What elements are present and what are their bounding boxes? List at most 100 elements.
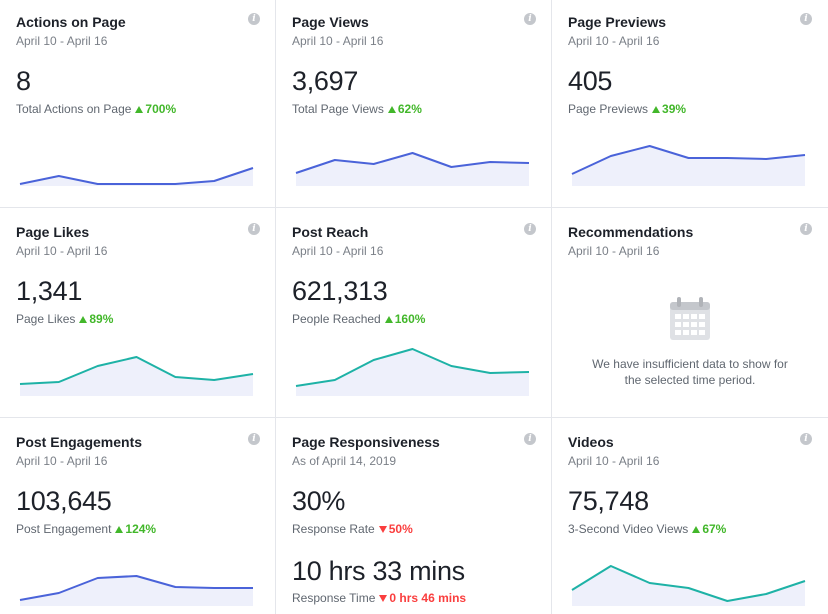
sparkline-area xyxy=(20,357,253,396)
info-icon[interactable]: i xyxy=(524,223,536,235)
divider xyxy=(275,0,276,614)
card-page-previews[interactable]: Page Previews April 10 - April 16 i 405 … xyxy=(552,0,828,207)
divider xyxy=(0,417,828,418)
card-post-reach[interactable]: Post Reach April 10 - April 16 i 621,313… xyxy=(276,210,552,417)
card-date-range: April 10 - April 16 xyxy=(16,244,108,258)
card-label: Response Rate xyxy=(292,522,375,536)
card-date-range: April 10 - April 16 xyxy=(292,34,384,48)
calendar-icon xyxy=(670,297,710,340)
card-value: 103,645 xyxy=(16,486,112,516)
card-metric: 3-Second Video Views 67% xyxy=(568,522,726,536)
delta-badge: 62% xyxy=(387,102,422,116)
sparkline-area xyxy=(572,566,805,606)
info-icon[interactable]: i xyxy=(800,433,812,445)
arrow-up-icon xyxy=(387,106,396,113)
card-label: Page Likes xyxy=(16,312,76,326)
card-videos[interactable]: Videos April 10 - April 16 i 75,748 3-Se… xyxy=(552,420,828,614)
card-metric: Page Previews 39% xyxy=(568,102,686,116)
card-metric: Total Actions on Page 700% xyxy=(16,102,176,116)
sparkline-line xyxy=(571,565,806,602)
info-icon[interactable]: i xyxy=(800,223,812,235)
delta-badge: 50% xyxy=(378,522,413,536)
card-actions-on-page[interactable]: Actions on Page April 10 - April 16 i 8 … xyxy=(0,0,276,207)
sparkline-area xyxy=(572,146,805,186)
card-value: 3,697 xyxy=(292,66,359,96)
card-metric: Page Likes 89% xyxy=(16,312,113,326)
delta-badge: 700% xyxy=(135,102,176,116)
card-page-views[interactable]: Page Views April 10 - April 16 i 3,697 T… xyxy=(276,0,552,207)
sparkline xyxy=(295,348,530,396)
card-value: 75,748 xyxy=(568,486,649,516)
card-title: Post Reach xyxy=(292,224,369,240)
card-metric: Total Page Views 62% xyxy=(292,102,422,116)
response-time-value: 10 hrs 33 mins xyxy=(292,556,465,586)
card-title: Page Responsiveness xyxy=(292,434,440,450)
card-title: Page Views xyxy=(292,14,369,30)
card-metric-2: Response Time 0 hrs 46 mins xyxy=(292,591,466,605)
info-icon[interactable]: i xyxy=(524,433,536,445)
card-date-range: April 10 - April 16 xyxy=(568,244,660,258)
sparkline-line xyxy=(19,167,254,185)
info-icon[interactable]: i xyxy=(248,433,260,445)
sparkline xyxy=(571,565,806,606)
info-icon[interactable]: i xyxy=(800,13,812,25)
sparkline xyxy=(19,167,254,186)
response-rate-value: 30% xyxy=(292,486,346,516)
delta-badge: 67% xyxy=(692,522,726,536)
sparkline xyxy=(571,145,806,186)
sparkline-line xyxy=(295,348,530,387)
card-title: Videos xyxy=(568,434,614,450)
card-date-range: April 10 - April 16 xyxy=(568,34,660,48)
card-value: 621,313 xyxy=(292,276,388,306)
sparkline-area xyxy=(20,168,253,186)
arrow-down-icon xyxy=(379,595,388,602)
delta-badge: 39% xyxy=(652,102,686,116)
sparkline-area xyxy=(296,349,529,396)
arrow-up-icon xyxy=(384,316,393,323)
arrow-up-icon xyxy=(115,526,124,533)
sparkline-line xyxy=(295,152,530,174)
empty-state-message: We have insufficient data to show for the… xyxy=(592,357,788,387)
card-title: Post Engagements xyxy=(16,434,143,450)
card-date-range: As of April 14, 2019 xyxy=(292,454,397,468)
card-title: Recommendations xyxy=(568,224,694,240)
divider xyxy=(0,207,828,208)
card-recommendations[interactable]: Recommendations April 10 - April 16 i We… xyxy=(552,210,828,417)
card-date-range: April 10 - April 16 xyxy=(16,454,108,468)
card-value: 405 xyxy=(568,66,613,96)
card-metric: Response Rate 50% xyxy=(292,522,413,536)
arrow-up-icon xyxy=(692,526,701,533)
arrow-up-icon xyxy=(652,106,661,113)
card-title: Actions on Page xyxy=(16,14,126,30)
card-label: Post Engagement xyxy=(16,522,112,536)
card-date-range: April 10 - April 16 xyxy=(568,454,660,468)
sparkline-line xyxy=(19,356,254,385)
card-label: People Reached xyxy=(292,312,381,326)
divider xyxy=(551,0,552,614)
card-date-range: April 10 - April 16 xyxy=(16,34,108,48)
card-label: Total Actions on Page xyxy=(16,102,132,116)
arrow-down-icon xyxy=(378,526,387,533)
sparkline xyxy=(295,152,530,186)
delta-badge: 124% xyxy=(115,522,156,536)
card-title: Page Likes xyxy=(16,224,90,240)
card-label: 3-Second Video Views xyxy=(568,522,689,536)
sparkline-area xyxy=(296,153,529,186)
sparkline xyxy=(19,356,254,396)
card-page-responsiveness[interactable]: Page Responsiveness As of April 14, 2019… xyxy=(276,420,552,614)
card-value: 8 xyxy=(16,66,31,96)
card-title: Page Previews xyxy=(568,14,667,30)
card-post-engagements[interactable]: Post Engagements April 10 - April 16 i 1… xyxy=(0,420,276,614)
delta-badge-2: 0 hrs 46 mins xyxy=(379,591,466,605)
info-icon[interactable]: i xyxy=(248,13,260,25)
sparkline-area xyxy=(20,576,253,606)
info-icon[interactable]: i xyxy=(524,13,536,25)
card-label: Page Previews xyxy=(568,102,649,116)
sparkline xyxy=(19,575,253,606)
sparkline-line xyxy=(571,145,806,175)
card-page-likes[interactable]: Page Likes April 10 - April 16 i 1,341 P… xyxy=(0,210,276,417)
delta-badge: 160% xyxy=(384,312,425,326)
info-icon[interactable]: i xyxy=(248,223,260,235)
card-label: Total Page Views xyxy=(292,102,384,116)
